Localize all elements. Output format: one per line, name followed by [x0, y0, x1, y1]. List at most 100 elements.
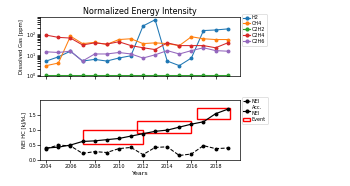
C2H2: [44, 74, 48, 77]
C2H4: [117, 41, 121, 43]
CH4: [153, 42, 157, 44]
X-axis label: Years: Years: [132, 171, 148, 176]
CH4: [201, 38, 205, 40]
NEI: [80, 152, 85, 155]
C2H6: [105, 53, 109, 55]
Acc.
NEI: [68, 144, 72, 146]
C2H4: [201, 44, 205, 47]
Line: NEI: NEI: [45, 144, 229, 157]
H2: [92, 58, 97, 60]
NEI: [189, 153, 194, 155]
C2H2: [165, 74, 169, 77]
Y-axis label: NEI HC [kJ/kL]: NEI HC [kJ/kL]: [22, 112, 27, 148]
CH4: [129, 38, 133, 40]
H2: [201, 29, 205, 32]
C2H6: [117, 51, 121, 54]
C2H6: [165, 49, 169, 52]
C2H6: [80, 60, 85, 62]
NEI: [44, 147, 48, 150]
Line: H2: H2: [45, 18, 229, 67]
C2H2: [80, 74, 85, 77]
CH4: [177, 44, 181, 47]
NEI: [68, 145, 72, 147]
CH4: [80, 42, 85, 45]
C2H2: [214, 74, 218, 77]
CH4: [117, 39, 121, 41]
C2H2: [153, 74, 157, 77]
NEI: [56, 144, 61, 146]
CH4: [44, 65, 48, 67]
C2H2: [68, 74, 72, 77]
C2H4: [153, 48, 157, 51]
Acc.
NEI: [141, 133, 145, 135]
Acc.
NEI: [92, 140, 97, 142]
C2H6: [68, 50, 72, 52]
H2: [44, 60, 48, 62]
NEI: [141, 153, 145, 156]
Title: Normalized Energy Intensity: Normalized Energy Intensity: [83, 7, 197, 16]
Acc.
NEI: [225, 108, 230, 110]
C2H2: [117, 74, 121, 77]
H2: [214, 29, 218, 31]
C2H6: [141, 57, 145, 59]
Acc.
NEI: [117, 137, 121, 140]
Acc.
NEI: [80, 140, 85, 143]
CH4: [141, 42, 145, 45]
NEI: [153, 146, 157, 149]
H2: [141, 25, 145, 27]
H2: [165, 60, 169, 62]
C2H4: [177, 44, 181, 47]
NEI: [105, 151, 109, 154]
C2H2: [129, 74, 133, 77]
CH4: [56, 62, 61, 64]
H2: [225, 28, 230, 30]
C2H2: [225, 74, 230, 77]
Acc.
NEI: [165, 129, 169, 131]
C2H4: [80, 44, 85, 46]
C2H4: [92, 42, 97, 44]
Y-axis label: Dissolved Gas [ppm]: Dissolved Gas [ppm]: [20, 19, 25, 74]
CH4: [189, 36, 194, 38]
C2H4: [225, 42, 230, 44]
C2H4: [141, 47, 145, 49]
NEI: [201, 145, 205, 147]
Acc.
NEI: [214, 113, 218, 115]
C2H6: [201, 47, 205, 49]
C2H4: [129, 44, 133, 47]
H2: [56, 56, 61, 58]
Line: C2H2: C2H2: [45, 74, 229, 77]
Bar: [83, 130, 143, 144]
NEI: [129, 146, 133, 149]
C2H2: [141, 74, 145, 77]
H2: [189, 57, 194, 59]
Legend: H2, CH4, C2H2, C2H4, C2H6: H2, CH4, C2H2, C2H4, C2H6: [242, 14, 267, 46]
H2: [80, 60, 85, 62]
NEI: [214, 147, 218, 150]
H2: [153, 19, 157, 21]
C2H2: [201, 74, 205, 77]
Acc.
NEI: [201, 121, 205, 123]
CH4: [105, 43, 109, 46]
NEI: [165, 146, 169, 148]
C2H4: [189, 44, 194, 47]
CH4: [68, 35, 72, 37]
C2H6: [129, 53, 133, 55]
C2H6: [225, 50, 230, 52]
C2H4: [105, 43, 109, 45]
C2H2: [189, 74, 194, 77]
C2H6: [153, 54, 157, 56]
Line: C2H6: C2H6: [45, 46, 229, 62]
CH4: [92, 41, 97, 44]
C2H4: [165, 42, 169, 44]
Acc.
NEI: [105, 139, 109, 141]
CH4: [225, 39, 230, 41]
H2: [105, 60, 109, 62]
CH4: [214, 39, 218, 41]
NEI: [177, 154, 181, 157]
C2H6: [92, 53, 97, 55]
C2H6: [56, 51, 61, 54]
Acc.
NEI: [56, 146, 61, 148]
Bar: [197, 108, 230, 119]
C2H2: [56, 74, 61, 77]
Acc.
NEI: [44, 147, 48, 149]
